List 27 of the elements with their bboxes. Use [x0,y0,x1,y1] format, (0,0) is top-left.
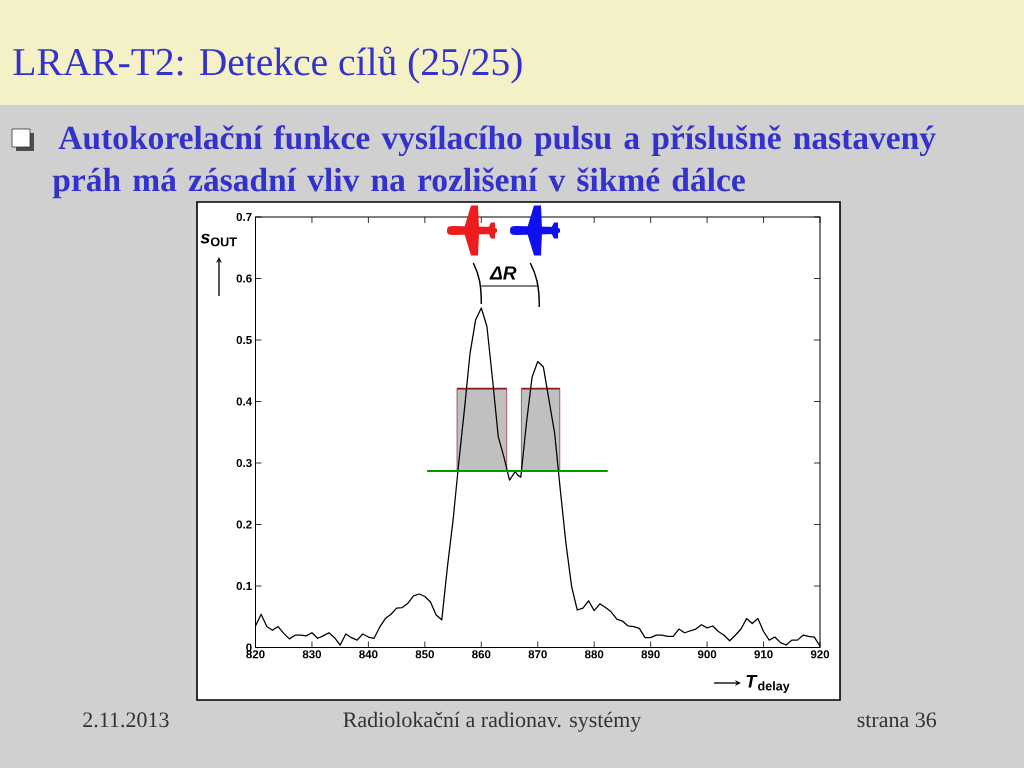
x-tick-label: 910 [754,650,773,659]
x-tick-label: 920 [810,650,830,659]
y-tick-label: 0.3 [236,458,252,468]
x-tick-label: 890 [641,650,660,659]
text: 2.11.2013 [83,712,169,728]
text: Radiolokační a radionav. systémy [343,711,642,732]
y-tick-label: 0.6 [236,274,252,283]
y-tick-label: 0.2 [236,520,252,529]
chart-subtitle: Autokorelační funkce vysílacího pulsu a příslušně nastavený práh má zásadní vliv na rozlišení v šikmé dálce [52,125,936,199]
x-tick-label: 900 [697,650,717,659]
y-tick-label: 0.1 [236,581,252,591]
y-axis-title: s$_{OUT}$ [200,233,237,247]
y-tick-label: 0.7 [236,212,252,222]
x-tick-label: 870 [528,650,547,659]
y-tick-label: 0 [246,643,252,652]
x-axis-title: T$_{delay}$ [746,675,790,693]
x-tick-label: 880 [584,650,604,659]
chart-title: LRAR-T2: Detekce cílů (25/25) [13,46,522,84]
x-tick-label: 860 [472,650,491,659]
x-tick-label: 830 [302,650,322,659]
y-tick-label: 0.5 [236,335,252,345]
x-tick-label: 840 [359,650,378,659]
annotation: ΔR [489,266,517,280]
text: strana 36 [857,712,937,728]
x-tick-label: 850 [415,650,434,659]
y-tick-label: 0.4 [236,397,253,406]
x-tick-label: 820 [246,650,265,659]
